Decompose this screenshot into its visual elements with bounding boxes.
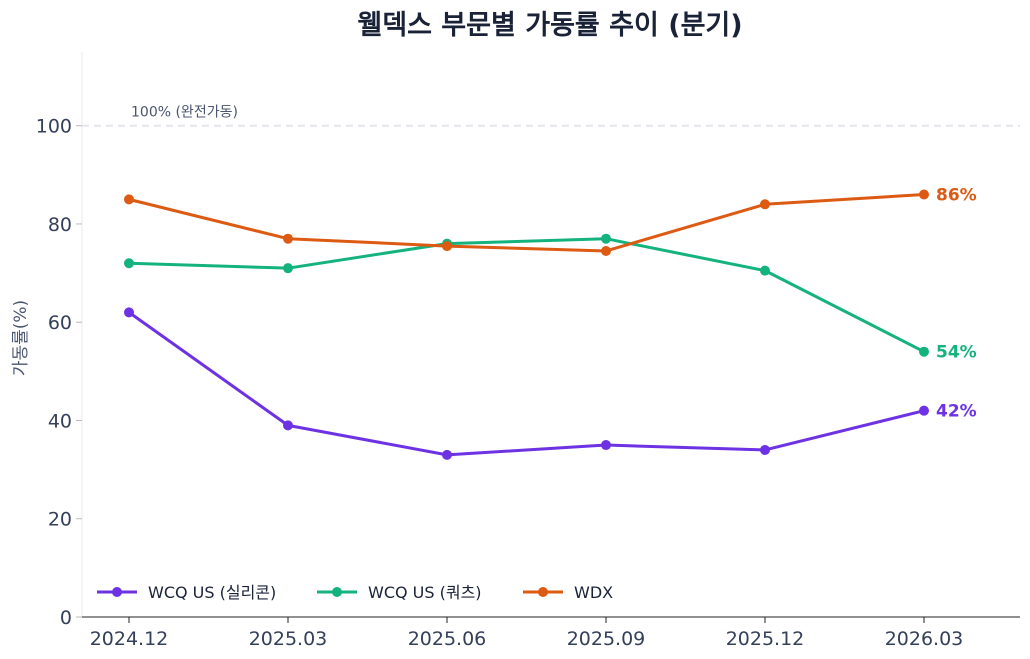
legend-swatch-marker: [112, 587, 122, 597]
data-point: [601, 440, 611, 451]
y-tick-label: 40: [48, 410, 72, 432]
data-point: [124, 258, 134, 269]
x-tick-label: 2025.12: [726, 628, 805, 650]
data-point: [124, 307, 134, 318]
end-value-label: 54%: [936, 343, 977, 363]
chart-title: 웰덱스 부문별 가동률 추이 (분기): [357, 10, 742, 41]
series-group: 86%: [124, 185, 977, 256]
legend: WCQ US (실리콘) WCQ US (쿼츠) WDX: [97, 583, 613, 602]
data-point: [124, 194, 134, 205]
x-tick-label: 2025.06: [408, 628, 487, 650]
data-point: [919, 405, 929, 416]
x-tick-label: 2025.03: [249, 628, 328, 650]
x-tick-label: 2026.03: [885, 628, 964, 650]
data-point: [760, 444, 770, 455]
y-tick-label: 20: [48, 509, 72, 531]
legend-label: WCQ US (쿼츠): [368, 583, 482, 602]
legend-label: WCQ US (실리콘): [148, 583, 276, 602]
y-axis-label: 가동률(%): [11, 300, 31, 376]
series-line: [127, 237, 926, 354]
legend-item: WCQ US (실리콘): [97, 583, 276, 602]
data-point: [919, 346, 929, 357]
series-line: [127, 310, 926, 457]
legend-label: WDX: [574, 583, 613, 602]
reference-line-group: 100% (완전가동): [82, 105, 1020, 127]
data-point: [601, 245, 611, 256]
data-point: [760, 199, 770, 210]
y-tick-label: 100: [36, 116, 72, 138]
data-point: [283, 420, 293, 431]
series-line: [127, 192, 926, 253]
axes: [81, 52, 1020, 618]
data-point: [442, 449, 452, 460]
data-point: [919, 189, 929, 200]
legend-swatch-marker: [538, 587, 548, 597]
legend-swatch-marker: [332, 587, 342, 597]
reference-line-label: 100% (완전가동): [131, 105, 238, 121]
data-point: [601, 233, 611, 244]
legend-item: WCQ US (쿼츠): [317, 583, 482, 602]
data-point: [442, 241, 452, 252]
x-axis-ticks: 2024.12 2025.03 2025.06 2025.09 2025.12 2026.…: [90, 617, 964, 650]
y-tick-label: 80: [48, 214, 72, 236]
x-tick-label: 2024.12: [90, 628, 169, 650]
legend-item: WDX: [523, 583, 613, 602]
end-value-label: 42%: [936, 402, 977, 422]
y-axis-ticks: 0 20 40 60 80 100: [36, 116, 82, 629]
data-point: [283, 233, 293, 244]
data-point: [760, 265, 770, 276]
series-group: 54%: [124, 233, 977, 363]
series-group: 42%: [124, 307, 977, 460]
series-layer: 42% 54% 86%: [124, 185, 977, 460]
end-value-label: 86%: [936, 185, 977, 205]
y-tick-label: 60: [48, 312, 72, 334]
data-point: [283, 263, 293, 274]
x-tick-label: 2025.09: [567, 628, 646, 650]
y-tick-label: 0: [60, 607, 72, 629]
